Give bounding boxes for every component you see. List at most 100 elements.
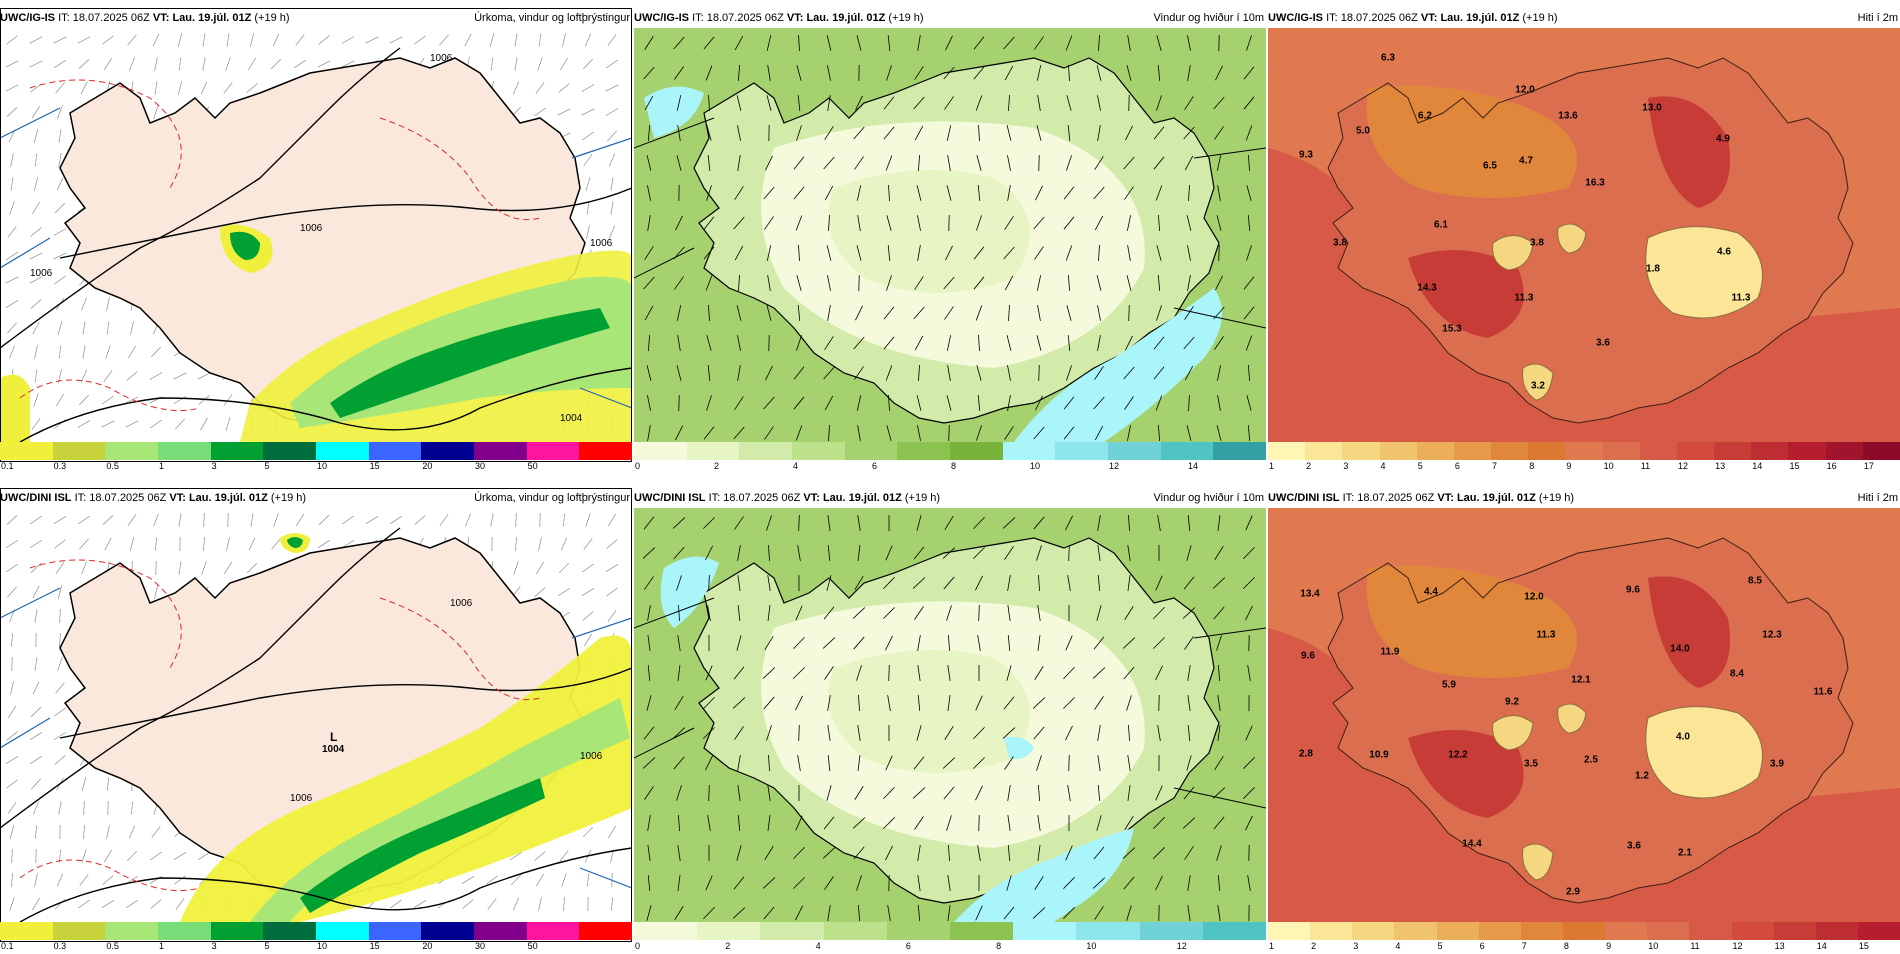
temperature-value: 6.3	[1381, 53, 1395, 64]
color-scale-cell	[369, 922, 422, 940]
temperature-value: 4.7	[1519, 156, 1533, 167]
color-scale-cell	[1640, 442, 1677, 460]
color-scale-cell	[158, 442, 211, 460]
color-scale-tick: 17	[1864, 461, 1874, 471]
color-scale-tick: 0.1	[1, 461, 14, 471]
color-scale-cell	[579, 442, 632, 460]
valid-time-label: VT:	[1421, 12, 1438, 24]
color-scale-tick: 7	[1492, 461, 1497, 471]
color-scale-cell	[316, 922, 369, 940]
valid-time-label: VT:	[787, 12, 804, 24]
map-wind[interactable]	[634, 508, 1266, 922]
color-scale-cell	[845, 442, 898, 460]
color-scale-cell	[1203, 922, 1266, 940]
lead-time: (+19 h)	[905, 492, 940, 504]
color-scale-tick: 20	[422, 461, 432, 471]
temperature-value: 9.6	[1301, 651, 1315, 662]
temperature-value: 12.3	[1762, 630, 1781, 641]
color-scale-tick: 12	[1109, 461, 1119, 471]
color-scale-cell	[1076, 922, 1139, 940]
temperature-value: 13.4	[1300, 589, 1319, 600]
temperature-value: 11.6	[1814, 687, 1833, 698]
init-time-label: IT:	[1343, 492, 1355, 504]
color-scale-cell	[1605, 922, 1647, 940]
init-time: 18.07.2025 06Z	[1357, 492, 1434, 504]
color-scale-cell	[1751, 442, 1788, 460]
valid-time: Lau. 19.júl. 01Z	[1440, 12, 1519, 24]
color-scale-cell	[1268, 922, 1310, 940]
color-scale-cell	[1603, 442, 1640, 460]
temperature-value: 9.2	[1505, 697, 1519, 708]
temperature-value: 1.2	[1635, 771, 1649, 782]
init-time: 18.07.2025 06Z	[1341, 12, 1418, 24]
color-scale-cell	[0, 922, 53, 940]
color-scale-cell	[1013, 922, 1076, 940]
color-scale-cell	[634, 922, 697, 940]
color-scale-cell	[760, 922, 823, 940]
color-scale-cell	[1788, 442, 1825, 460]
color-scale-cell	[1491, 442, 1528, 460]
temperature-value: 6.5	[1483, 161, 1497, 172]
color-scale-cell	[1454, 442, 1491, 460]
color-scale-bar	[634, 442, 1266, 460]
panel-title: Vindur og hviður í 10m	[1154, 488, 1264, 508]
temperature-value: 14.0	[1670, 644, 1689, 655]
color-scale-cell	[1714, 442, 1751, 460]
color-scale-cell	[1417, 442, 1454, 460]
init-time-label: IT:	[1326, 12, 1338, 24]
map-svg	[1268, 508, 1900, 922]
color-scale-cell	[1528, 442, 1565, 460]
color-scale-cell	[1380, 442, 1417, 460]
color-scale-cell	[1305, 442, 1342, 460]
color-scale-bar	[1268, 922, 1900, 940]
map-wind[interactable]	[634, 28, 1266, 442]
temperature-value: 15.3	[1442, 324, 1461, 335]
color-scale-cell	[1563, 922, 1605, 940]
color-scale-tick: 8	[951, 461, 956, 471]
valid-time: Lau. 19.júl. 01Z	[1457, 492, 1536, 504]
model-name: UWC/IG-IS	[1268, 12, 1323, 24]
color-scale-tick: 14	[1752, 461, 1762, 471]
temperature-value: 12.0	[1524, 592, 1543, 603]
temperature-value: 13.0	[1642, 103, 1661, 114]
color-scale-cell	[697, 922, 760, 940]
temperature-value: 12.2	[1448, 750, 1467, 761]
color-scale-cell	[1479, 922, 1521, 940]
temperature-value: 2.9	[1566, 887, 1580, 898]
color-scale-cell	[158, 922, 211, 940]
temperature-value: 3.2	[1531, 381, 1545, 392]
color-scale-cell	[950, 442, 1003, 460]
valid-time-label: VT:	[1437, 492, 1454, 504]
color-scale-cell	[1268, 442, 1305, 460]
temperature-value: 2.8	[1299, 749, 1313, 760]
model-name: UWC/DINI ISL	[1268, 492, 1340, 504]
model-name: UWC/IG-IS	[634, 12, 689, 24]
color-scale-cell	[105, 442, 158, 460]
color-scale-cell	[263, 922, 316, 940]
color-scale-cell	[634, 442, 687, 460]
color-scale-tick: 8	[1529, 461, 1534, 471]
temperature-value: 3.6	[1627, 841, 1641, 852]
temperature-value: 5.9	[1442, 680, 1456, 691]
panel-header: UWC/DINI ISL IT: 18.07.2025 06Z VT: Lau.…	[1268, 488, 1900, 508]
temperature-value: 11.3	[1537, 630, 1556, 641]
color-scale-tick: 5	[1418, 461, 1423, 471]
color-scale-cell	[1689, 922, 1731, 940]
color-scale-cell	[1352, 922, 1394, 940]
color-scale-tick: 0.5	[106, 461, 119, 471]
color-scale-cell	[1003, 442, 1056, 460]
map-frame	[0, 488, 632, 942]
color-scale-cell	[897, 442, 950, 460]
panel-header: UWC/IG-IS IT: 18.07.2025 06Z VT: Lau. 19…	[634, 8, 1266, 28]
color-scale-cell	[1565, 442, 1602, 460]
color-scale-cell	[0, 442, 53, 460]
color-scale-tick: 6	[1455, 461, 1460, 471]
color-scale-cell	[527, 442, 580, 460]
valid-time: Lau. 19.júl. 01Z	[806, 12, 885, 24]
temperature-value: 12.0	[1515, 85, 1534, 96]
temperature-value: 4.6	[1717, 247, 1731, 258]
color-scale-cell	[527, 922, 580, 940]
